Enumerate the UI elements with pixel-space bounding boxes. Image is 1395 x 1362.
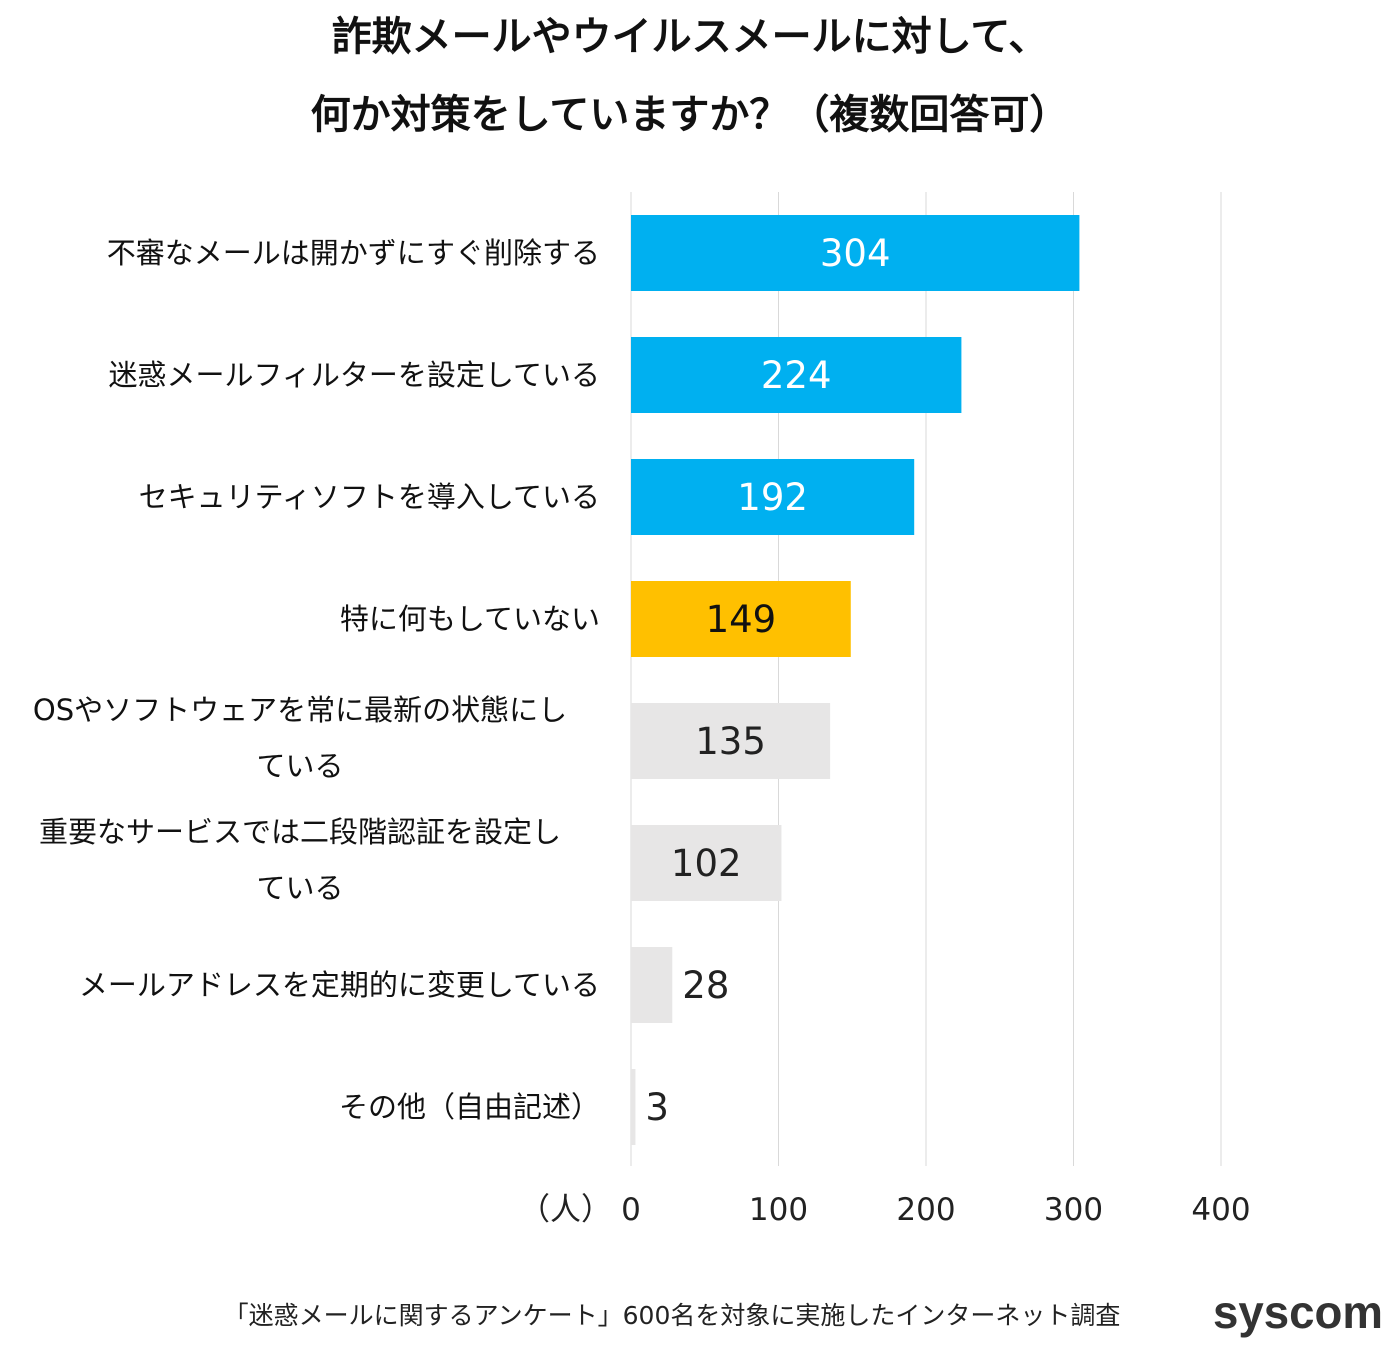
data-label: 3 [645,1086,669,1129]
syscom-logo: syscom [1213,1286,1383,1338]
category-label: セキュリティソフトを導入している [139,480,600,514]
footer-note: 「迷惑メールに関するアンケート」600名を対象に実施したインターネット調査 [224,1301,1121,1330]
category-label: メールアドレスを定期的に変更している [79,968,600,1002]
bar [631,1069,636,1145]
x-tick-label: 300 [1044,1192,1103,1228]
x-tick-label: 0 [621,1192,641,1228]
category-label: 特に何もしていない [340,602,600,636]
data-label: 224 [761,354,832,397]
data-label: 135 [695,720,766,763]
data-label: 149 [706,598,777,641]
bar [631,703,831,779]
data-label: 102 [671,842,742,885]
bar [631,581,851,657]
bar [631,337,962,413]
data-label: 304 [820,232,891,275]
category-label: OSやソフトウェアを常に最新の状態にし [33,693,567,727]
data-label: 28 [682,964,729,1007]
category-label: ている [256,749,343,783]
chart-title-line-1: 詐欺メールやウイルスメールに対して、 [332,14,1049,60]
data-label: 192 [737,476,808,519]
bar [631,825,782,901]
bar [631,459,915,535]
category-label: 重要なサービスでは二段階認証を設定し [39,815,561,849]
category-labels: 不審なメールは開かずにすぐ削除する迷惑メールフィルターを設定しているセキュリティ… [33,236,600,1124]
category-label: 不審なメールは開かずにすぐ削除する [107,236,600,270]
bar [631,215,1080,291]
x-axis-unit: （人） [519,1192,612,1228]
chart-title-line-2: 何か対策をしていますか？（複数回答可） [311,92,1070,138]
bar [631,947,673,1023]
x-tick-label: 400 [1191,1192,1250,1228]
x-tick-label: 100 [749,1192,808,1228]
category-label: その他（自由記述） [339,1090,600,1124]
category-label: ている [256,871,343,905]
bars: 304 224 192 149 135 102 28 3 [631,215,1080,1145]
x-tick-label: 200 [896,1192,955,1228]
x-axis-ticks: 0 100 200 300 400 [621,1192,1250,1228]
category-label: 迷惑メールフィルターを設定している [108,358,600,392]
